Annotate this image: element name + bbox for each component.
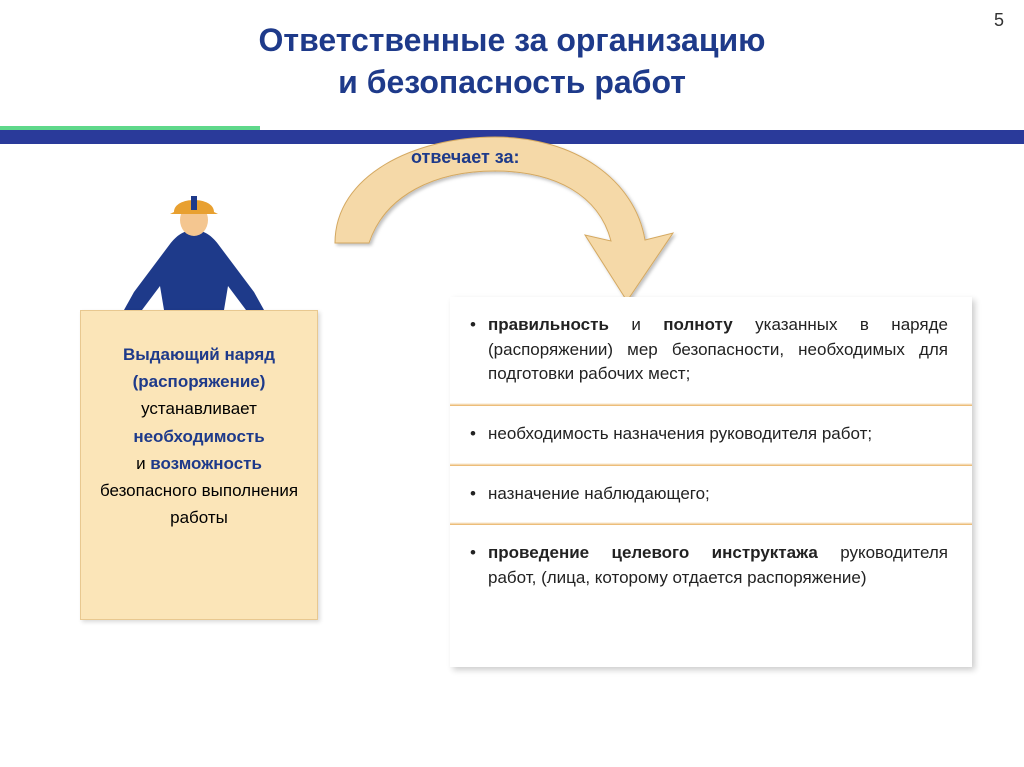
right-item: необходимость назначения руководителя ра…	[450, 406, 972, 463]
left-line5: безопасного выполнения	[93, 477, 305, 504]
text: назначение наблюдающего;	[488, 484, 710, 503]
bold-text: проведение целевого инструктажа	[488, 543, 818, 562]
right-item: правильность и полноту указанных в наряд…	[450, 297, 972, 403]
bold-text: правильность	[488, 315, 609, 334]
left-line2: устанавливает	[93, 395, 305, 422]
worker-body	[124, 230, 264, 310]
left-line4b: возможность	[150, 454, 262, 473]
slide-title: Ответственные за организацию и безопасно…	[0, 0, 1024, 103]
right-box: правильность и полноту указанных в наряд…	[450, 297, 972, 667]
text: и	[609, 315, 663, 334]
worker-helmet-stripe	[191, 196, 197, 210]
text: необходимость назначения руководителя ра…	[488, 424, 872, 443]
left-line4a: и	[136, 454, 150, 473]
bold-text: полноту	[663, 315, 732, 334]
left-box: Выдающий наряд (распоряжение) устанавлив…	[80, 310, 318, 620]
right-list: правильность и полноту указанных в наряд…	[450, 297, 972, 606]
title-line1: Ответственные за организацию	[259, 22, 766, 58]
left-line1: Выдающий наряд	[123, 345, 275, 364]
left-line6: работы	[93, 504, 305, 531]
arrow-curve: отвечает за:	[305, 125, 685, 305]
right-item: назначение наблюдающего;	[450, 466, 972, 523]
title-line2: и безопасность работ	[338, 64, 686, 100]
left-line3: необходимость	[133, 427, 264, 446]
arrow-label: отвечает за:	[411, 147, 520, 168]
worker-icon	[114, 182, 274, 322]
left-line1b: (распоряжение)	[133, 372, 266, 391]
page-number: 5	[994, 10, 1004, 31]
right-item: проведение целевого инструктажа руководи…	[450, 525, 972, 606]
